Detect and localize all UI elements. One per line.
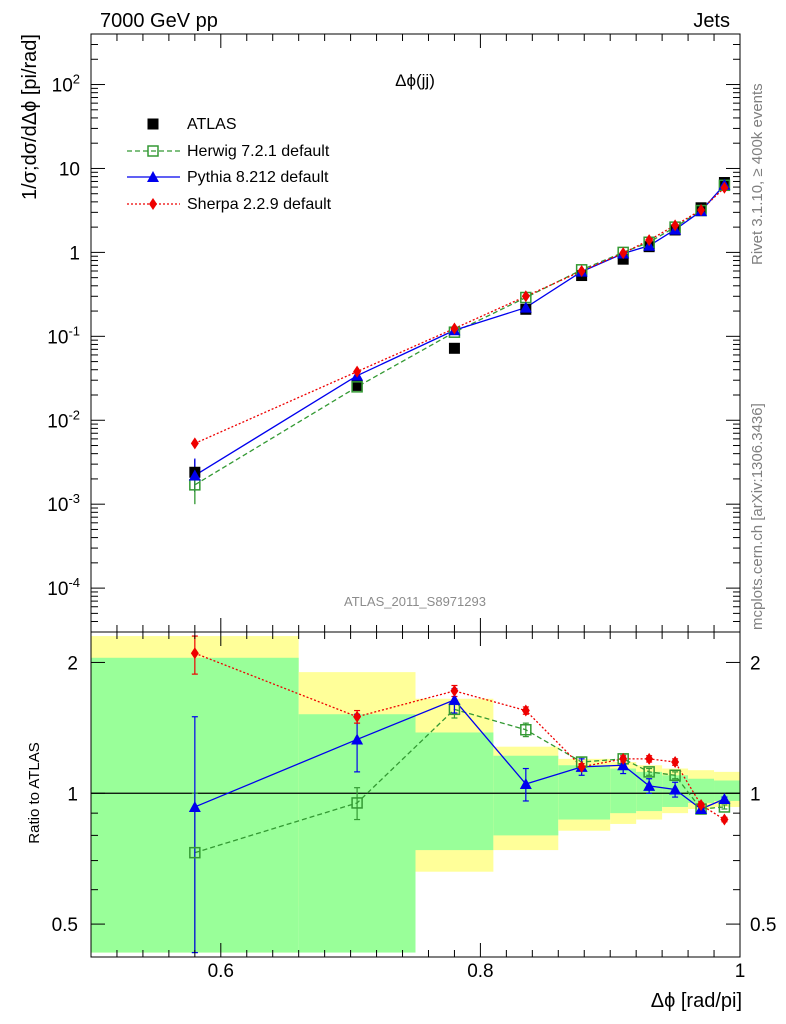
ratio-band-stat <box>558 765 611 820</box>
ratio-point-herwig <box>643 766 655 778</box>
main-y-tick-label: 102 <box>52 72 80 97</box>
main-point-sherpa <box>190 437 199 450</box>
x-tick-label: 0.8 <box>467 961 493 982</box>
main-y-tick-label: 10-3 <box>47 491 80 516</box>
legend-marker-sherpa <box>149 198 157 210</box>
main-point-atlas <box>617 253 629 265</box>
ratio-point-sherpa <box>645 752 654 765</box>
main-y-axis-label: 1/σ;dσ/dΔϕ [pi/rad] <box>19 34 41 200</box>
ratio-point-sherpa <box>619 752 628 765</box>
main-line-sherpa <box>194 187 725 444</box>
legend-marker-atlas <box>147 118 159 130</box>
analysis-label: ATLAS_2011_S8971293 <box>344 594 486 609</box>
ratio-plot-frame <box>90 631 741 958</box>
legend-marker-herwig <box>147 145 159 157</box>
ratio-point-sherpa <box>671 756 680 769</box>
legend-label-atlas: ATLAS <box>187 116 237 133</box>
ratio-y-tick-label-left: 1 <box>67 784 78 805</box>
legend: ATLAS Herwig 7.2.1 default Pythia 8.212 … <box>127 116 332 213</box>
header-left: 7000 GeV pp <box>100 10 218 32</box>
ratio-point-sherpa <box>450 684 459 697</box>
main-point-sherpa <box>521 290 530 303</box>
main-point-pythia <box>519 301 532 313</box>
ratio-band-stat <box>714 780 740 801</box>
ratio-line-pythia <box>194 699 725 810</box>
main-point-atlas <box>351 379 363 391</box>
main-point-sherpa <box>697 203 706 216</box>
main-point-herwig <box>351 381 363 393</box>
ratio-point-pythia <box>718 793 731 805</box>
ratio-plot: 0.5 0.5 1 1 2 2 0.6 0.8 1 Ratio to ATLAS Δϕ [rad… <box>26 631 776 1012</box>
x-tick-label: 1 <box>735 961 746 982</box>
header-right: Jets <box>693 10 730 32</box>
main-y-tick-label: 1 <box>69 243 80 264</box>
main-y-tick-label: 10 <box>59 159 80 180</box>
legend-label-herwig: Herwig 7.2.1 default <box>187 143 330 160</box>
ratio-point-herwig <box>189 846 201 859</box>
ratio-point-herwig <box>351 797 363 809</box>
ratio-band-stat <box>415 732 494 851</box>
x-tick-label: 0.6 <box>208 961 234 982</box>
main-point-sherpa <box>671 219 680 232</box>
ratio-point-sherpa <box>720 813 729 826</box>
main-point-sherpa <box>450 322 459 335</box>
main-point-sherpa <box>353 365 362 378</box>
main-y-tick-label: 10-4 <box>47 575 80 600</box>
main-plot-title: Δϕ(jj) <box>395 71 435 90</box>
ratio-point-herwig <box>520 724 532 736</box>
ratio-point-pythia <box>669 783 682 795</box>
ratio-y-tick-label-left: 0.5 <box>52 915 78 936</box>
legend-label-sherpa: Sherpa 2.2.9 default <box>187 196 332 213</box>
ratio-y-tick-label-left: 2 <box>67 653 78 674</box>
ratio-line-sherpa <box>194 652 725 821</box>
main-y-tick-label: 10-1 <box>47 323 80 348</box>
ratio-y-axis-label: Ratio to ATLAS <box>26 742 43 843</box>
ratio-y-tick-label-right: 2 <box>750 653 761 674</box>
x-axis-label: Δϕ [rad/pi] <box>651 990 742 1012</box>
main-point-sherpa <box>720 181 729 194</box>
ratio-point-sherpa <box>190 647 199 660</box>
ratio-point-pythia <box>448 693 461 705</box>
ratio-point-sherpa <box>577 760 586 773</box>
ratio-point-sherpa <box>521 704 530 717</box>
main-y-tick-label: 10-2 <box>47 407 80 432</box>
main-point-sherpa <box>645 234 654 247</box>
ratio-point-sherpa <box>697 798 706 811</box>
ratio-point-sherpa <box>353 710 362 723</box>
ratio-line-herwig <box>194 708 725 854</box>
ratio-y-tick-label-right: 0.5 <box>750 915 776 936</box>
ratio-point-pythia <box>519 778 532 790</box>
main-line-herwig <box>194 184 725 486</box>
legend-label-pythia: Pythia 8.212 default <box>187 169 329 186</box>
ratio-point-pythia <box>643 779 656 791</box>
main-plot: 102 10 1 10-1 10-2 10-3 10-4 Δϕ(jj) ATLAS_2011… <box>19 33 741 633</box>
legend-marker-pythia <box>147 171 159 182</box>
ratio-point-pythia <box>188 800 201 812</box>
ratio-band-stat <box>610 768 637 814</box>
main-point-atlas <box>448 342 460 354</box>
main-point-sherpa <box>577 265 586 278</box>
mcplots-label: mcplots.cern.ch [arXiv:1306.3436] <box>749 403 766 630</box>
main-point-pythia <box>188 469 201 481</box>
ratio-y-tick-label-right: 1 <box>750 784 761 805</box>
main-point-sherpa <box>619 247 628 260</box>
ratio-point-herwig <box>669 769 681 782</box>
ratio-point-pythia <box>351 733 364 745</box>
rivet-label: Rivet 3.1.10, ≥ 400k events <box>749 83 766 265</box>
